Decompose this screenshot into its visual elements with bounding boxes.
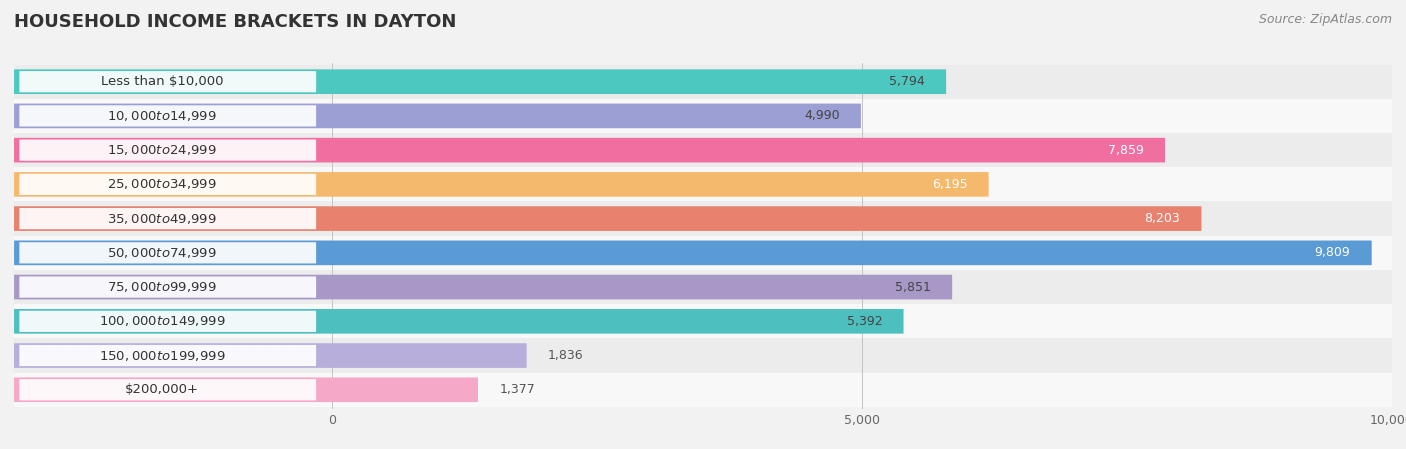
FancyBboxPatch shape bbox=[14, 69, 946, 94]
Text: 5,392: 5,392 bbox=[846, 315, 883, 328]
FancyBboxPatch shape bbox=[20, 277, 316, 298]
FancyBboxPatch shape bbox=[14, 309, 904, 334]
FancyBboxPatch shape bbox=[20, 208, 316, 229]
Text: HOUSEHOLD INCOME BRACKETS IN DAYTON: HOUSEHOLD INCOME BRACKETS IN DAYTON bbox=[14, 13, 457, 31]
FancyBboxPatch shape bbox=[20, 345, 316, 366]
FancyBboxPatch shape bbox=[14, 373, 1392, 407]
Text: 4,990: 4,990 bbox=[804, 110, 839, 123]
FancyBboxPatch shape bbox=[14, 167, 1392, 202]
Text: 6,195: 6,195 bbox=[932, 178, 967, 191]
FancyBboxPatch shape bbox=[14, 304, 1392, 339]
FancyBboxPatch shape bbox=[14, 133, 1392, 167]
Text: $100,000 to $149,999: $100,000 to $149,999 bbox=[98, 314, 225, 328]
FancyBboxPatch shape bbox=[20, 140, 316, 161]
Text: 7,859: 7,859 bbox=[1108, 144, 1144, 157]
FancyBboxPatch shape bbox=[14, 104, 860, 128]
Text: $200,000+: $200,000+ bbox=[125, 383, 198, 396]
Text: Less than $10,000: Less than $10,000 bbox=[101, 75, 224, 88]
Text: $10,000 to $14,999: $10,000 to $14,999 bbox=[107, 109, 217, 123]
Text: 1,836: 1,836 bbox=[548, 349, 583, 362]
FancyBboxPatch shape bbox=[14, 172, 988, 197]
Text: $15,000 to $24,999: $15,000 to $24,999 bbox=[107, 143, 217, 157]
FancyBboxPatch shape bbox=[14, 202, 1392, 236]
FancyBboxPatch shape bbox=[20, 106, 316, 127]
Text: 9,809: 9,809 bbox=[1315, 247, 1351, 260]
FancyBboxPatch shape bbox=[20, 242, 316, 264]
FancyBboxPatch shape bbox=[14, 138, 1166, 163]
FancyBboxPatch shape bbox=[14, 270, 1392, 304]
FancyBboxPatch shape bbox=[14, 236, 1392, 270]
Text: 5,851: 5,851 bbox=[896, 281, 931, 294]
FancyBboxPatch shape bbox=[20, 71, 316, 92]
Text: $25,000 to $34,999: $25,000 to $34,999 bbox=[107, 177, 217, 191]
Text: $50,000 to $74,999: $50,000 to $74,999 bbox=[107, 246, 217, 260]
FancyBboxPatch shape bbox=[14, 99, 1392, 133]
Text: Source: ZipAtlas.com: Source: ZipAtlas.com bbox=[1258, 13, 1392, 26]
FancyBboxPatch shape bbox=[20, 311, 316, 332]
Text: $75,000 to $99,999: $75,000 to $99,999 bbox=[107, 280, 217, 294]
FancyBboxPatch shape bbox=[20, 174, 316, 195]
Text: $150,000 to $199,999: $150,000 to $199,999 bbox=[98, 348, 225, 362]
Text: $35,000 to $49,999: $35,000 to $49,999 bbox=[107, 211, 217, 225]
FancyBboxPatch shape bbox=[14, 65, 1392, 99]
FancyBboxPatch shape bbox=[14, 343, 527, 368]
FancyBboxPatch shape bbox=[14, 378, 478, 402]
Text: 8,203: 8,203 bbox=[1144, 212, 1180, 225]
Text: 1,377: 1,377 bbox=[499, 383, 534, 396]
FancyBboxPatch shape bbox=[14, 339, 1392, 373]
FancyBboxPatch shape bbox=[14, 241, 1372, 265]
Text: 5,794: 5,794 bbox=[889, 75, 925, 88]
FancyBboxPatch shape bbox=[14, 206, 1202, 231]
FancyBboxPatch shape bbox=[14, 275, 952, 299]
FancyBboxPatch shape bbox=[20, 379, 316, 401]
